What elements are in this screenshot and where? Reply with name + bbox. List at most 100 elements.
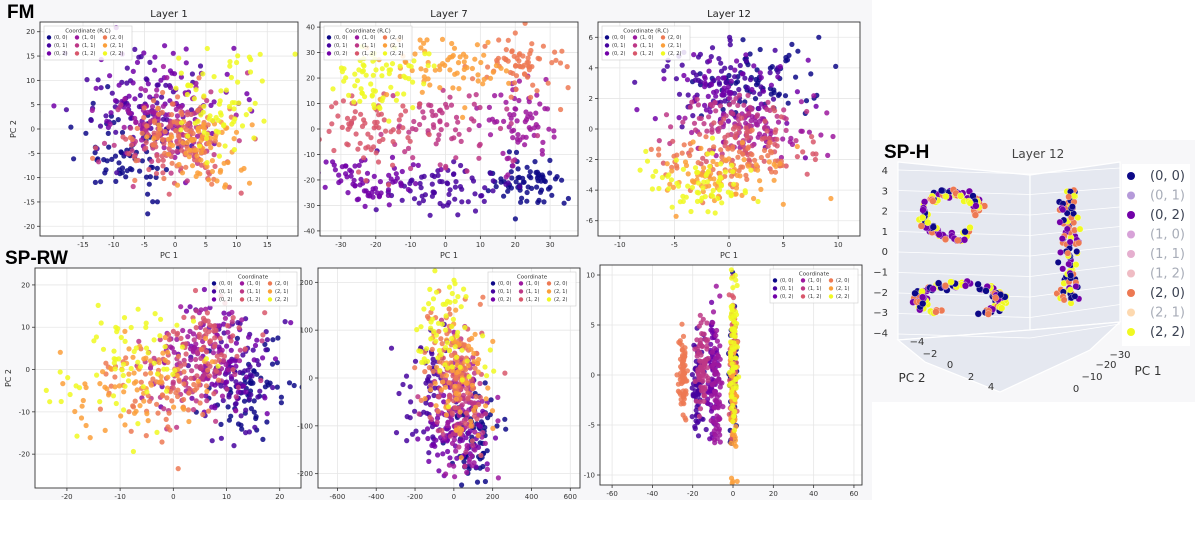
- data-point: [469, 65, 475, 72]
- data-point: [241, 398, 248, 404]
- data-point: [152, 67, 158, 73]
- data-point: [482, 478, 488, 485]
- data-point: [417, 101, 423, 107]
- legend-marker: [632, 51, 638, 56]
- data-point: [183, 46, 189, 52]
- data-point: [412, 365, 418, 371]
- data-point: [444, 122, 450, 128]
- legend-box: [208, 271, 298, 307]
- data-point: [144, 134, 150, 140]
- data-point: [673, 213, 679, 219]
- data-point: [666, 186, 672, 192]
- data-point: [390, 179, 396, 185]
- data-point: [100, 346, 107, 352]
- data-point: [754, 113, 760, 119]
- data-point: [490, 69, 496, 75]
- data-point: [145, 418, 151, 424]
- data-point: [236, 325, 242, 331]
- data-point: [695, 180, 702, 186]
- data-point: [451, 159, 457, 165]
- data-point: [670, 184, 677, 190]
- data-point: [139, 158, 145, 164]
- data-point: [259, 78, 265, 84]
- data-point: [465, 363, 471, 369]
- data-point: [508, 94, 514, 100]
- data-point: [455, 119, 461, 125]
- legend-label: (1, 0): [82, 35, 95, 41]
- data-point: [257, 388, 263, 394]
- legend-label: (1, 2): [526, 297, 539, 303]
- legend-label: (1, 1): [247, 289, 260, 295]
- data-point: [93, 85, 99, 91]
- data-point: [752, 96, 759, 102]
- data-point: [699, 343, 705, 349]
- data-point: [774, 143, 780, 149]
- data-point: [212, 343, 218, 349]
- data-point: [210, 350, 216, 356]
- legend-marker: [1127, 172, 1135, 180]
- data-point: [116, 82, 122, 88]
- data-point: [716, 416, 722, 422]
- data-point: [485, 64, 491, 70]
- data-point: [171, 71, 178, 77]
- data-point: [215, 377, 222, 383]
- data-point: [744, 133, 750, 139]
- data-point: [469, 453, 475, 459]
- data-point: [269, 361, 276, 367]
- data-point: [233, 394, 239, 400]
- data-point: [465, 199, 471, 205]
- data-point: [464, 358, 470, 364]
- data-point: [161, 406, 167, 412]
- points-sprw-b: [388, 268, 509, 488]
- data-point: [128, 365, 134, 372]
- data-point: [116, 160, 122, 166]
- data-point: [656, 138, 662, 144]
- data-point: [643, 148, 649, 154]
- data-point: [739, 71, 746, 77]
- data-point: [516, 97, 522, 104]
- data-point: [515, 132, 521, 138]
- x-tick-label: 0: [727, 241, 731, 249]
- data-point: [137, 403, 143, 409]
- data-point: [471, 101, 477, 107]
- data-point: [145, 81, 151, 87]
- data-point: [433, 141, 439, 147]
- data-point: [388, 345, 395, 351]
- data-point: [941, 235, 950, 243]
- legend-marker: [102, 51, 108, 56]
- data-point: [423, 67, 429, 73]
- data-point: [160, 350, 166, 356]
- data-point: [107, 121, 113, 127]
- data-point: [113, 400, 119, 407]
- data-point: [800, 149, 806, 155]
- legend-marker: [660, 35, 666, 40]
- x-tick-label: -10: [114, 493, 125, 501]
- data-point: [688, 208, 694, 215]
- data-point: [171, 404, 177, 410]
- data-point: [456, 342, 462, 348]
- data-point: [929, 285, 937, 293]
- data-point: [183, 351, 189, 357]
- x-tick-label: 0: [173, 241, 177, 249]
- data-point: [393, 171, 399, 177]
- data-point: [119, 129, 126, 136]
- data-point: [732, 124, 738, 130]
- data-point: [711, 120, 717, 126]
- data-point: [472, 447, 478, 453]
- legend-label: (2, 2): [836, 294, 849, 300]
- data-point: [442, 345, 449, 351]
- pc2-tick-label: −4: [910, 337, 925, 348]
- legend-label: (2, 1): [1150, 306, 1185, 321]
- x-tick-label: -20: [687, 490, 698, 498]
- data-point: [525, 59, 532, 65]
- data-point: [705, 355, 711, 361]
- data-point: [282, 319, 288, 325]
- data-point: [216, 142, 222, 148]
- data-point: [357, 98, 363, 104]
- data-point: [974, 280, 982, 288]
- x-tick-label: 0: [731, 490, 735, 498]
- data-point: [433, 338, 439, 344]
- x-tick-label: 10: [476, 241, 485, 249]
- data-point: [514, 118, 520, 124]
- data-point: [154, 165, 160, 171]
